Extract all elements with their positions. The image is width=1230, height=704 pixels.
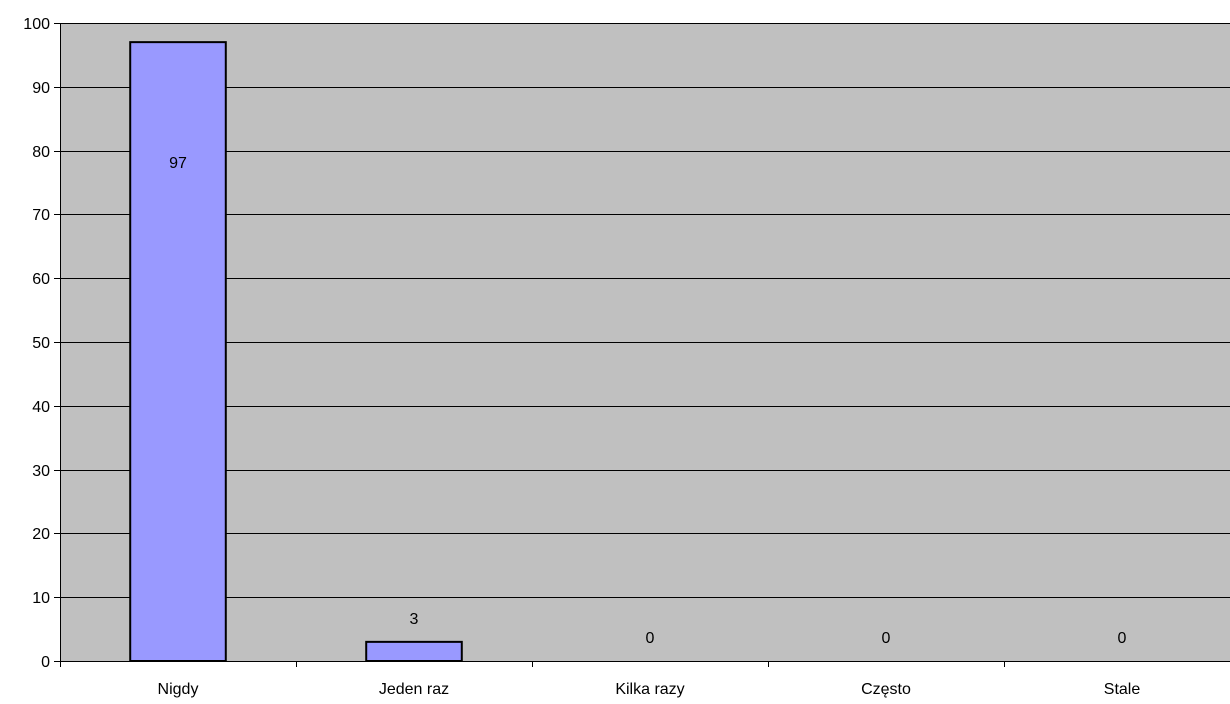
data-label: 3 <box>410 611 419 628</box>
y-tick-label: 90 <box>32 80 50 97</box>
y-tick-label: 30 <box>32 463 50 480</box>
bar <box>129 41 227 662</box>
data-label: 0 <box>1118 630 1127 647</box>
x-tick-label: Jeden raz <box>379 681 449 698</box>
y-tick-label: 20 <box>32 526 50 543</box>
x-tick-label: Nigdy <box>158 681 199 698</box>
bar <box>365 640 463 662</box>
data-label: 0 <box>646 630 655 647</box>
y-tick-label: 50 <box>32 335 50 352</box>
data-label: 0 <box>882 630 891 647</box>
y-tick-label: 10 <box>32 590 50 607</box>
y-tick-label: 40 <box>32 399 50 416</box>
x-tick-label: Kilka razy <box>615 681 684 698</box>
data-labels: 97 3 0 0 0 <box>169 155 1126 647</box>
x-tick-label: Często <box>861 681 911 698</box>
y-tick-label: 60 <box>32 271 50 288</box>
data-label: 97 <box>169 155 187 172</box>
y-tick-label: 0 <box>41 654 50 671</box>
y-tick-label: 70 <box>32 207 50 224</box>
x-axis: Nigdy Jeden raz Kilka razy Często Stale <box>60 661 1230 698</box>
gridlines <box>60 23 1230 598</box>
y-tick-label: 100 <box>23 16 50 33</box>
y-axis: 0 10 20 30 40 50 60 70 80 90 100 <box>23 16 61 671</box>
y-tick-label: 80 <box>32 144 50 161</box>
x-tick-label: Stale <box>1104 681 1141 698</box>
bars <box>129 41 463 662</box>
